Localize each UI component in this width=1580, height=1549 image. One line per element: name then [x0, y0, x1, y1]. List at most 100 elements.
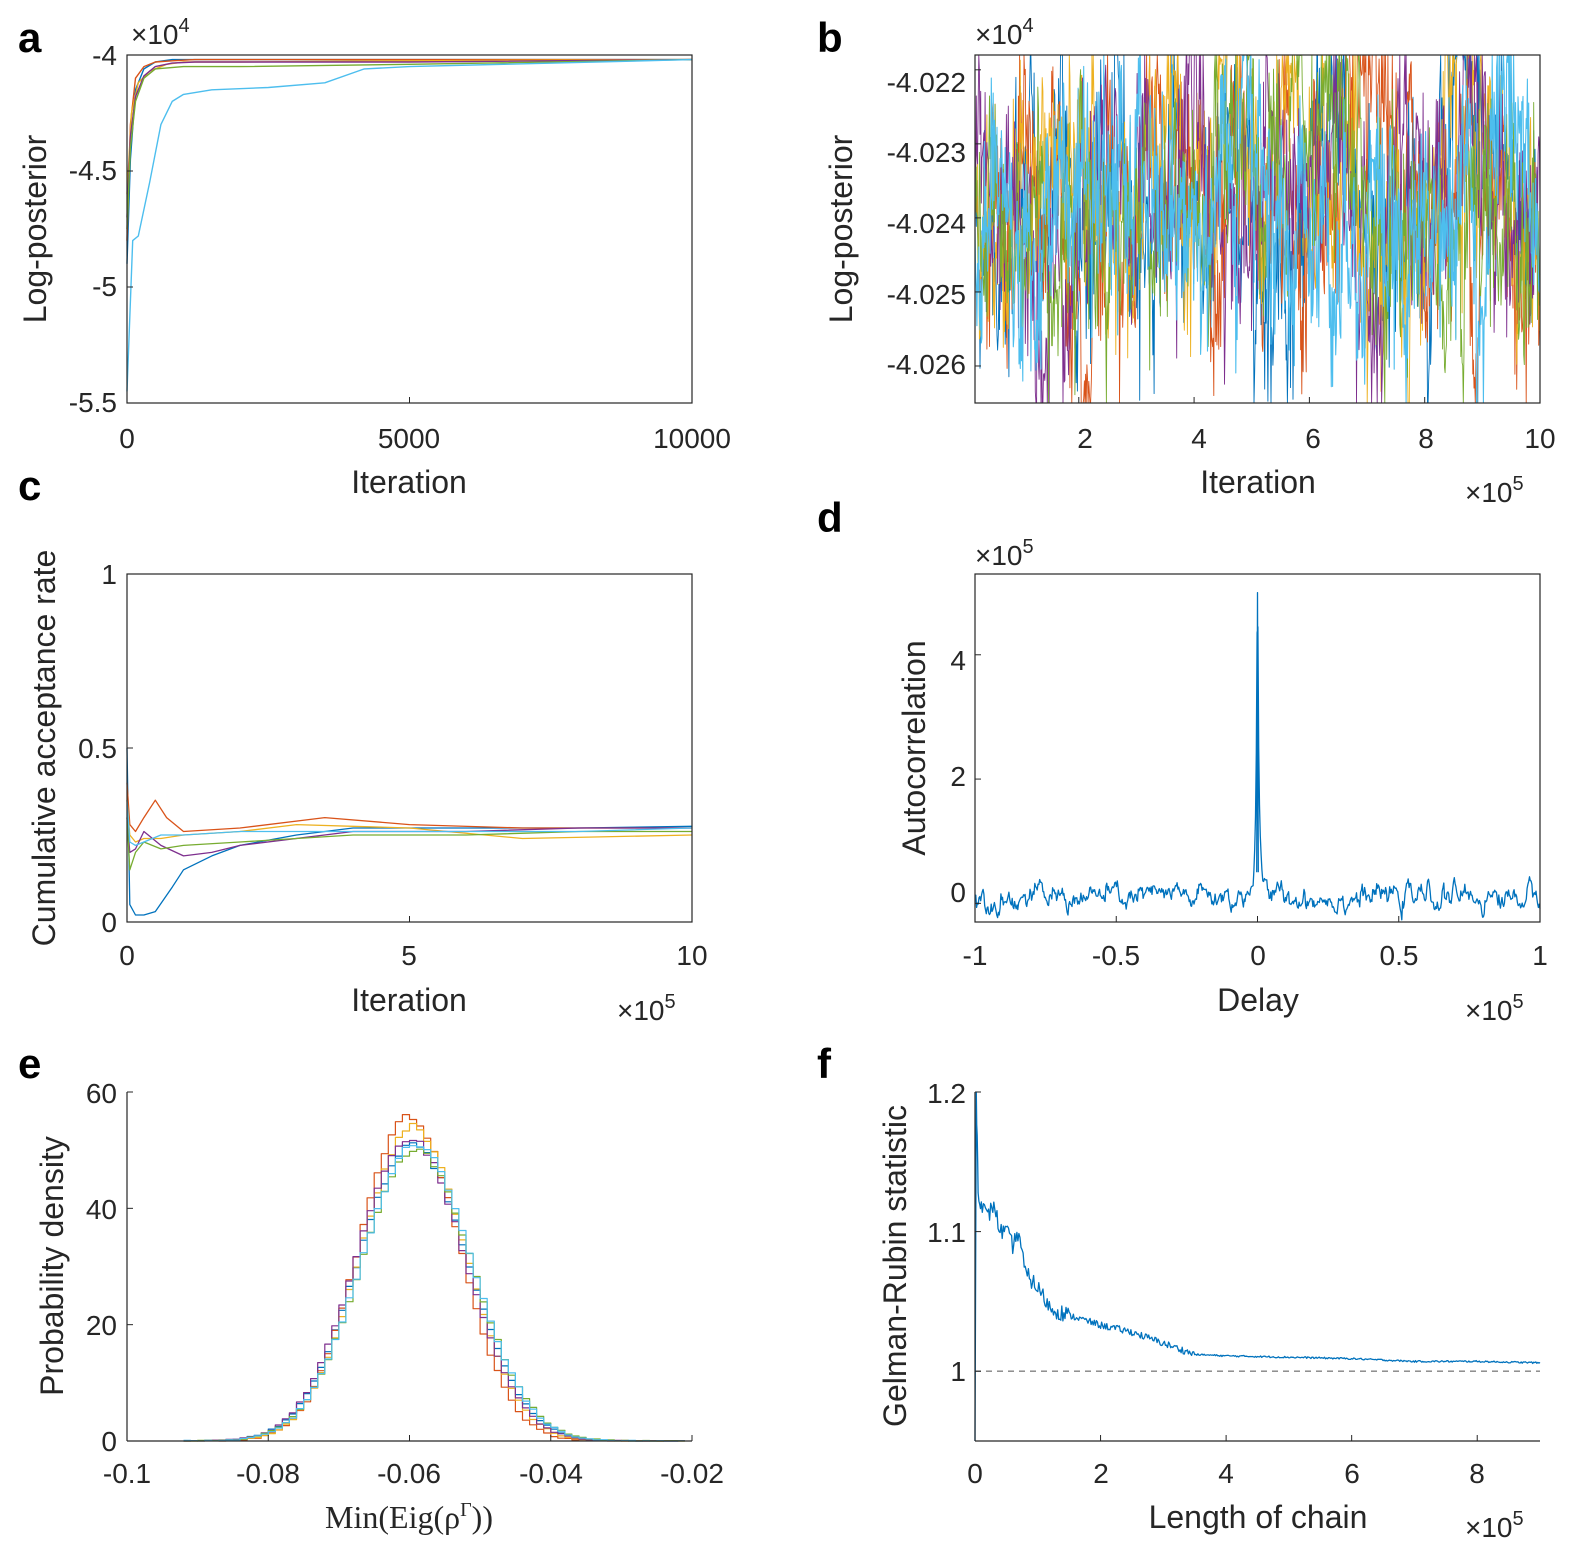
axes-box-b: [974, 54, 1541, 404]
ticks-d: -1 -0.5 0 0.5 1 0 2 4: [950, 645, 1547, 971]
series-line-a-chain5: [126, 58, 693, 230]
y-tick-label: 20: [86, 1310, 117, 1341]
x-tick-label: -1: [963, 940, 988, 971]
y-tick-label: 0: [950, 877, 966, 908]
plot-area-e: [126, 1091, 693, 1442]
axes-e: [126, 1092, 692, 1442]
x-axis-label-b: Iteration: [1200, 464, 1316, 500]
plot-area-c: [126, 573, 693, 923]
ticks-e: -0.1 -0.08 -0.06 -0.04 -0.02 0 20 40 60: [86, 1078, 724, 1489]
x-tick-label: 5000: [378, 423, 440, 454]
y-tick-label: -5: [92, 271, 117, 302]
x-axis-label-e: Min(Eig(ρΓ)): [325, 1499, 493, 1535]
series-hist-e-chain1: [183, 1142, 685, 1442]
axes-box-c: [126, 573, 693, 923]
axes-box-a: [126, 54, 693, 404]
series-trace-b-chain4: [974, 54, 1541, 404]
series-line-c-chain5: [126, 817, 692, 871]
x-tick-label: -0.5: [1092, 940, 1140, 971]
series-trace-b-chain6: [974, 54, 1541, 404]
x-tick-label: 0.5: [1380, 940, 1419, 971]
x-multiplier-d: ×105: [1465, 991, 1524, 1026]
x-tick-label: 10: [676, 940, 707, 971]
x-axis-label-a: Iteration: [351, 464, 467, 500]
plot-area-f: [974, 1091, 1541, 1442]
y-tick-label: -4.5: [69, 155, 117, 186]
y-tick-label: 0.5: [78, 733, 117, 764]
panel-a: a ×104 0 5000 10000 -5.5 -5 -4.5 -4 Iter…: [17, 14, 731, 500]
x-tick-label: 2: [1093, 1458, 1109, 1489]
ticks-a: 0 5000 10000 -5.5 -5 -4.5 -4: [69, 40, 731, 454]
y-tick-label: -4.022: [887, 67, 966, 98]
panel-letter-f: f: [817, 1040, 832, 1087]
ticks-b: 2 4 6 8 10 -4.026 -4.025 -4.024 -4.023 -…: [887, 67, 1556, 454]
series-hist-e-chain6: [183, 1145, 685, 1442]
plot-area-a: [126, 54, 693, 404]
panel-letter-d: d: [817, 494, 843, 541]
x-tick-label: -0.08: [236, 1458, 300, 1489]
panel-letter-c: c: [18, 462, 41, 509]
x-tick-label: 2: [1077, 423, 1093, 454]
y-tick-label: 1: [101, 559, 117, 590]
x-tick-label: 10000: [653, 423, 731, 454]
x-tick-label: -0.1: [103, 1458, 151, 1489]
x-multiplier-f: ×105: [1465, 1508, 1524, 1543]
series-hist-e-chain4: [183, 1139, 685, 1442]
plot-area-d: [974, 591, 1541, 922]
panel-b: b ×104 2 4 6 8 10 -4.026 -4.025 -4.024 -…: [817, 14, 1556, 508]
y-tick-label: -4.025: [887, 279, 966, 310]
x-tick-label: 0: [1250, 940, 1266, 971]
x-tick-label: 0: [119, 940, 135, 971]
y-axis-label-e: Probability density: [34, 1136, 70, 1396]
x-tick-label: 8: [1418, 423, 1434, 454]
y-tick-label: 1: [950, 1356, 966, 1387]
series-line-d-autocorrelation: [974, 591, 1541, 921]
x-tick-label: 5: [401, 940, 417, 971]
panel-c: c 0 5 10 0 0.5 1 Iteration ×105 Cumulati…: [18, 462, 708, 1026]
series-line-a-chain4: [126, 58, 693, 218]
y-axis-label-f: Gelman-Rubin statistic: [877, 1105, 913, 1427]
y-axis-label-a: Log-posterior: [17, 134, 53, 323]
x-axis-label-f: Length of chain: [1149, 1499, 1368, 1535]
panel-e: e -0.1 -0.08 -0.06 -0.04 -0.02 0 20 40 6…: [18, 1040, 724, 1535]
y-tick-label: 0: [101, 1426, 117, 1457]
y-tick-label: -5.5: [69, 387, 117, 418]
x-tick-label: 6: [1305, 423, 1321, 454]
y-tick-label: -4.024: [887, 208, 966, 239]
axes-box-d: [974, 573, 1541, 923]
y-axis-label-d: Autocorrelation: [896, 640, 932, 855]
x-axis-label-d: Delay: [1217, 982, 1299, 1018]
panel-d: d ×105 -1 -0.5 0 0.5 1 0 2 4 Delay ×105 …: [817, 494, 1548, 1026]
x-multiplier-b: ×105: [1465, 473, 1524, 508]
y-multiplier-a: ×104: [131, 15, 190, 50]
series-hist-e-chain3: [183, 1122, 685, 1442]
y-tick-label: 1.2: [927, 1078, 966, 1109]
x-tick-label: -0.06: [377, 1458, 441, 1489]
series-hist-e-chain2: [183, 1114, 685, 1442]
series-line-c-chain2: [126, 782, 692, 833]
x-multiplier-c: ×105: [617, 991, 676, 1026]
x-tick-label: 10: [1524, 423, 1555, 454]
panel-letter-a: a: [18, 14, 42, 61]
ticks-f: 0 2 4 6 8 1 1.1 1.2: [927, 1078, 1485, 1489]
panel-f: f 0 2 4 6 8 1 1.1 1.2 Length of chain ×1…: [817, 1040, 1541, 1543]
x-tick-label: 4: [1218, 1458, 1234, 1489]
x-tick-label: 0: [967, 1458, 983, 1489]
plot-area-b: [974, 54, 1541, 404]
axes-f: [974, 1092, 1540, 1442]
series-line-c-chain6: [126, 800, 693, 847]
series-line-a-chain6: [126, 58, 693, 392]
y-tick-label: 2: [950, 761, 966, 792]
x-axis-label-c: Iteration: [351, 982, 467, 1018]
y-tick-label: 4: [950, 645, 966, 676]
y-tick-label: -4.023: [887, 137, 966, 168]
x-tick-label: 1: [1532, 940, 1548, 971]
y-tick-label: -4.026: [887, 349, 966, 380]
x-tick-label: 8: [1469, 1458, 1485, 1489]
x-tick-label: -0.02: [660, 1458, 724, 1489]
y-multiplier-d: ×105: [975, 536, 1034, 571]
series-hist-e-chain5: [183, 1148, 685, 1442]
x-tick-label: -0.04: [519, 1458, 583, 1489]
x-tick-label: 4: [1191, 423, 1207, 454]
